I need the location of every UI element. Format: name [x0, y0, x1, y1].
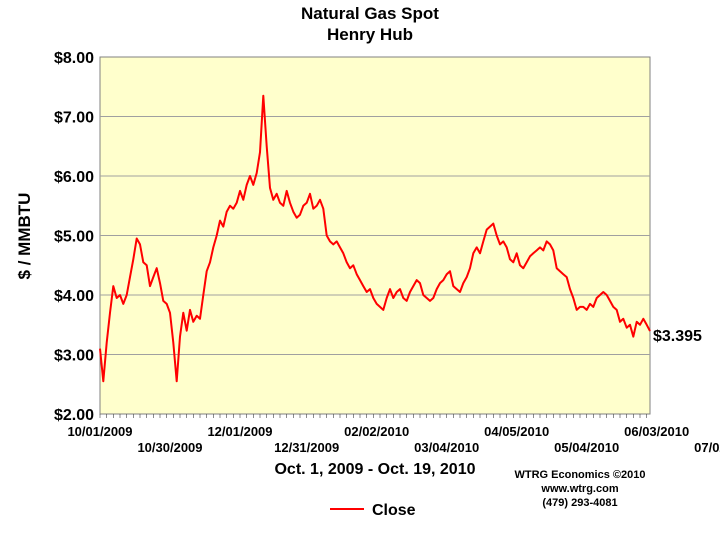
- y-tick-label: $3.00: [54, 348, 94, 365]
- x-tick-label: 02/02/2010: [344, 424, 409, 439]
- y-tick-label: $7.00: [54, 110, 94, 127]
- x-tick-label: 07/02/2010: [694, 440, 720, 455]
- chart-subtitle: Henry Hub: [327, 25, 413, 44]
- y-tick-label: $8.00: [54, 50, 94, 67]
- last-value-label: $3.395: [653, 328, 702, 345]
- x-axis-ticks: 10/01/2009 10/30/2009 12/01/200912/31/2009…: [67, 414, 720, 455]
- series-line-close: [99, 94, 651, 383]
- credit-line-2: www.wtrg.com: [540, 483, 618, 495]
- y-tick-label: $2.00: [54, 407, 94, 424]
- y-axis-label: $ / MMBTU: [15, 193, 34, 280]
- x-tick-label: 10/30/2009: [137, 440, 202, 455]
- x-tick-label: 05/04/2010: [554, 440, 619, 455]
- x-tick-label: 04/05/2010: [484, 424, 549, 439]
- credit-line-3: (479) 293-4081: [542, 497, 617, 509]
- legend-label: Close: [372, 502, 416, 519]
- y-axis-ticks: $2.00 $3.00 $4.00 $5.00 $6.00 $7.00 $8.00: [54, 50, 94, 424]
- x-tick-label: 03/04/2010: [414, 440, 479, 455]
- chart-title: Natural Gas Spot: [301, 4, 439, 23]
- x-tick-label: 10/01/2009: [67, 424, 132, 439]
- y-tick-label: $4.00: [54, 288, 94, 305]
- y-tick-label: $5.00: [54, 229, 94, 246]
- x-tick-label: 12/31/2009: [274, 440, 339, 455]
- series-layer: [99, 94, 651, 383]
- x-tick-label: 06/03/2010: [624, 424, 689, 439]
- x-axis-label: Oct. 1, 2009 - Oct. 19, 2010: [274, 461, 475, 478]
- x-tick-label: 12/01/2009: [207, 424, 272, 439]
- gridlines: [100, 116, 650, 355]
- credit-line-1: WTRG Economics ©2010: [515, 469, 646, 481]
- y-tick-label: $6.00: [54, 169, 94, 186]
